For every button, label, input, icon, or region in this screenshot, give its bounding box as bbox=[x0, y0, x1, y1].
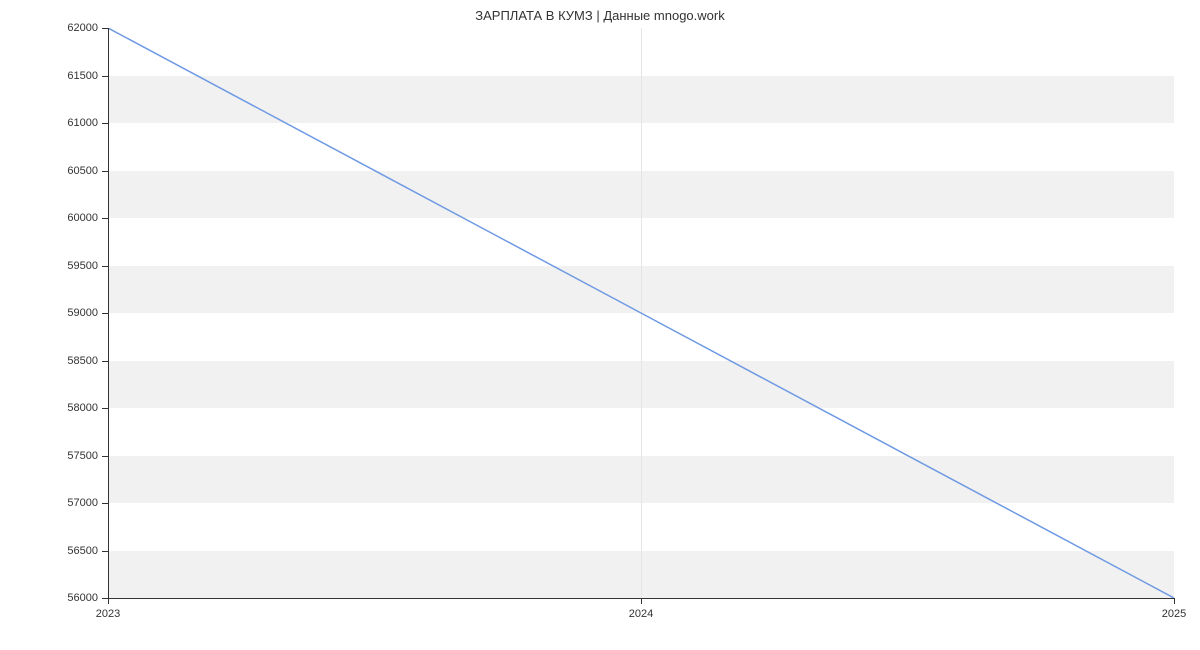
x-tick-label: 2023 bbox=[96, 608, 120, 620]
y-tick-label: 56000 bbox=[53, 592, 98, 604]
x-tick bbox=[641, 598, 642, 604]
x-tick-label: 2025 bbox=[1162, 608, 1186, 620]
y-tick bbox=[102, 503, 108, 504]
salary-chart: ЗАРПЛАТА В КУМЗ | Данные mnogo.work 5600… bbox=[0, 0, 1200, 650]
x-tick-label: 2024 bbox=[629, 608, 653, 620]
y-tick-label: 58000 bbox=[53, 402, 98, 414]
y-tick-label: 57000 bbox=[53, 497, 98, 509]
y-tick bbox=[102, 28, 108, 29]
y-axis bbox=[108, 28, 109, 598]
y-tick bbox=[102, 313, 108, 314]
y-tick-label: 58500 bbox=[53, 355, 98, 367]
y-tick-label: 59500 bbox=[53, 260, 98, 272]
y-tick-label: 59000 bbox=[53, 307, 98, 319]
y-tick-label: 61000 bbox=[53, 117, 98, 129]
data-line bbox=[108, 28, 1174, 598]
y-tick-label: 57500 bbox=[53, 450, 98, 462]
y-tick bbox=[102, 266, 108, 267]
x-tick bbox=[1174, 598, 1175, 604]
y-tick-label: 62000 bbox=[53, 22, 98, 34]
y-tick bbox=[102, 361, 108, 362]
y-tick bbox=[102, 76, 108, 77]
y-tick bbox=[102, 456, 108, 457]
y-tick-label: 56500 bbox=[53, 545, 98, 557]
plot-area: 5600056500570005750058000585005900059500… bbox=[108, 28, 1174, 598]
y-tick-label: 60000 bbox=[53, 212, 98, 224]
y-tick bbox=[102, 408, 108, 409]
y-tick bbox=[102, 171, 108, 172]
y-tick-label: 60500 bbox=[53, 165, 98, 177]
y-tick bbox=[102, 123, 108, 124]
chart-title: ЗАРПЛАТА В КУМЗ | Данные mnogo.work bbox=[0, 8, 1200, 23]
x-tick bbox=[108, 598, 109, 604]
y-tick-label: 61500 bbox=[53, 70, 98, 82]
y-tick bbox=[102, 551, 108, 552]
y-tick bbox=[102, 218, 108, 219]
